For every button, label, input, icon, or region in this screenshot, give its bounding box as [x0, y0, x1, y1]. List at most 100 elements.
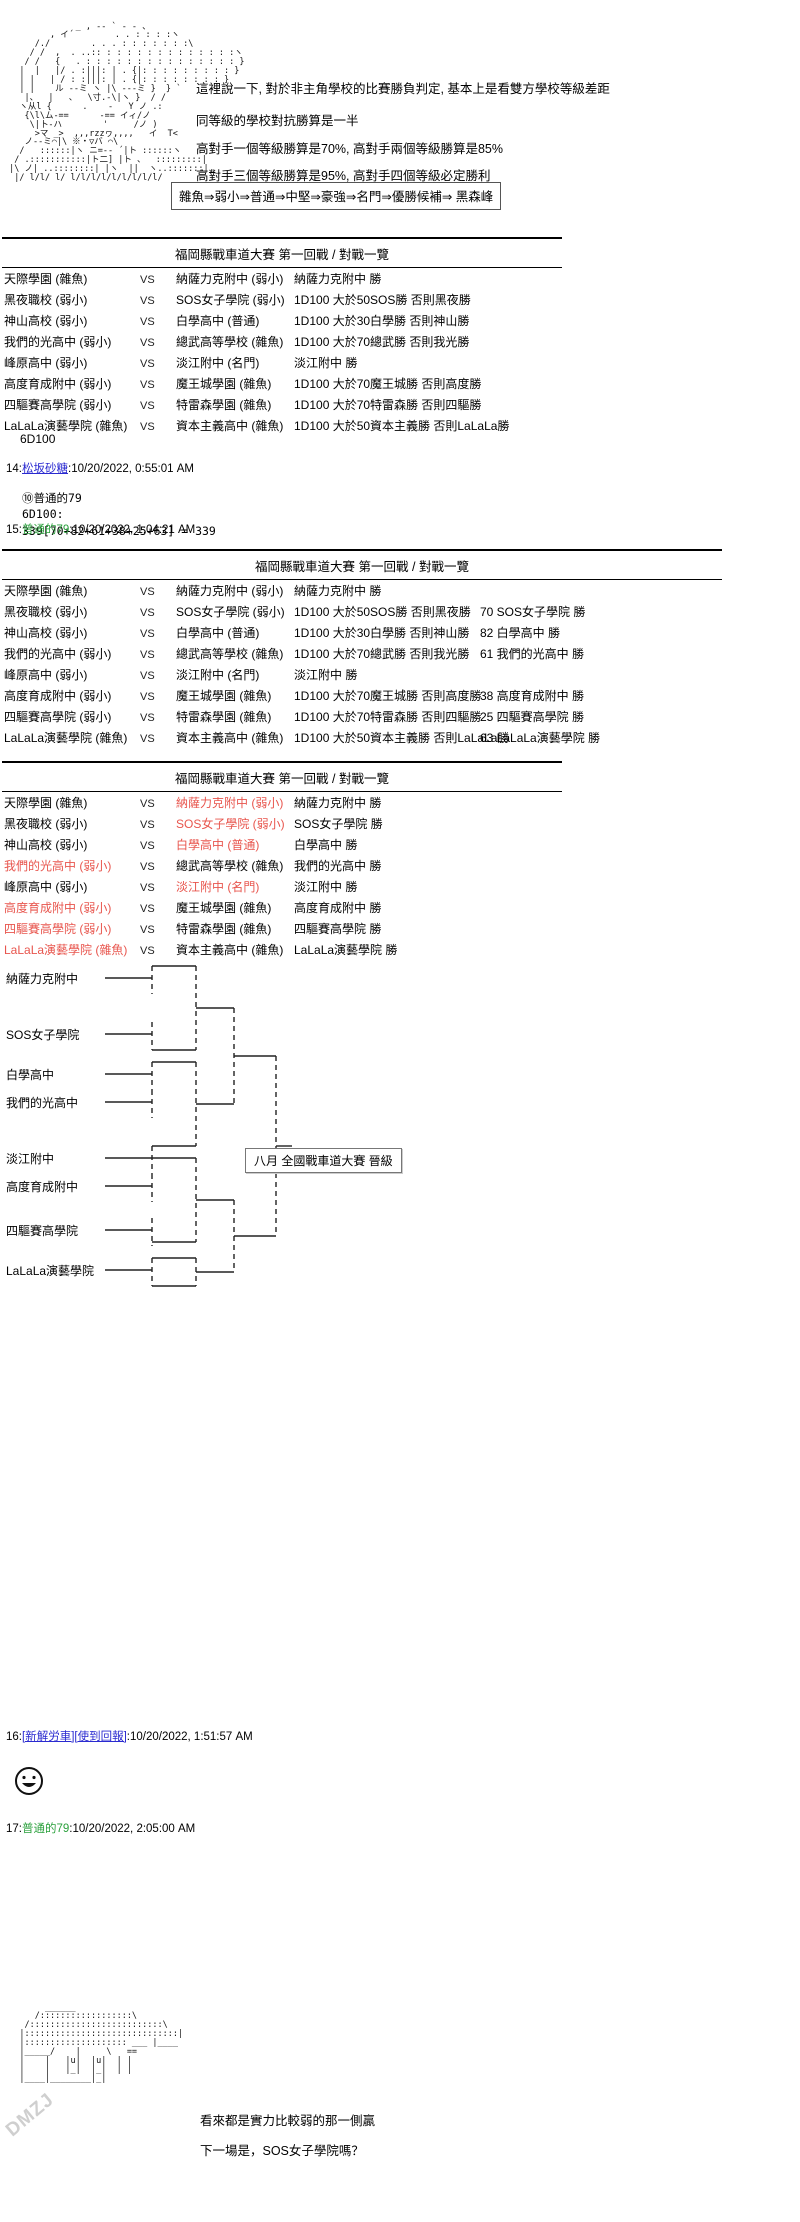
match-right-school: 資本主義高中 (雜魚): [176, 731, 284, 745]
post-header-15: 15:普通的79:10/20/2022, 1:04:21 AM: [6, 521, 195, 537]
table-row: 高度育成附中 (弱小) VS 魔王城學園 (雜魚) 1D100 大於70魔王城勝 否則…: [2, 375, 562, 396]
match-right-school: 白學高中 (普通): [176, 626, 260, 640]
match-right-school: 資本主義高中 (雜魚): [176, 419, 284, 433]
table-row: 四驅賽高學院 (弱小) VS 特雷森學園 (雜魚) 四驅賽高學院 勝: [2, 920, 562, 941]
post-header-17: 17:普通的79:10/20/2022, 2:05:00 AM: [6, 1820, 195, 1836]
match-result-text: 1D100 大於50資本主義勝 否則LaLaLa勝: [294, 731, 510, 745]
table-row: 黑夜職校 (弱小) VS SOS女子學院 (弱小) 1D100 大於50SOS勝 否則…: [2, 603, 722, 624]
table-row: 峰原高中 (弱小) VS 淡江附中 (名門) 淡江附中 勝: [2, 666, 722, 687]
match-vs-label: VS: [140, 819, 155, 831]
table-row: 我們的光高中 (弱小) VS 總武高等學校 (雜魚) 1D100 大於70總武勝 否則…: [2, 645, 722, 666]
match-left-school: 四驅賽高學院 (弱小): [4, 710, 112, 724]
match-result-text: 1D100 大於50資本主義勝 否則LaLaLa勝: [294, 419, 510, 433]
match-result-text: 1D100 大於70魔王城勝 否則高度勝: [294, 689, 482, 703]
match-left-school: 四驅賽高學院 (弱小): [4, 922, 112, 936]
table-title: 福岡縣戰車道大賽 第一回戰 / 對戰一覽: [2, 763, 562, 792]
match-vs-label: VS: [140, 295, 155, 307]
bottom-speech-line-1: 看來都是實力比較弱的那一側贏: [200, 2114, 376, 2128]
match-vs-label: VS: [140, 649, 155, 661]
match-right-school: 資本主義高中 (雜魚): [176, 943, 284, 957]
match-roll-result: 25 四驅賽高學院 勝: [480, 710, 585, 724]
post-number: 16:: [6, 1731, 22, 1743]
post-timestamp: :10/20/2022, 1:04:21 AM: [69, 524, 196, 536]
bottom-speech-line-2: 下一場是，SOS女子學院嗎？: [200, 2144, 364, 2158]
post-number: 14:: [6, 463, 22, 475]
table-top-rule: [2, 761, 562, 763]
final-advance-box: 八月 全國戰車道大賽 晉級: [245, 1148, 402, 1173]
table-row: LaLaLa演藝學院 (雜魚) VS 資本主義高中 (雜魚) LaLaLa演藝學院 勝: [2, 941, 562, 962]
table-row: 高度育成附中 (弱小) VS 魔王城學園 (雜魚) 1D100 大於70魔王城勝 否則…: [2, 687, 722, 708]
match-result-text: 淡江附中 勝: [294, 668, 358, 682]
match-right-school: SOS女子學院 (弱小): [176, 293, 285, 307]
match-left-school: 天際學園 (雜魚): [4, 796, 88, 810]
table-row: LaLaLa演藝學院 (雜魚) VS 資本主義高中 (雜魚) 1D100 大於50資本…: [2, 417, 562, 438]
match-result-text: SOS女子學院 勝: [294, 817, 383, 831]
post-timestamp: :10/20/2022, 2:05:00 AM: [69, 1823, 196, 1835]
table-row: 天際學園 (雜魚) VS 納薩力克附中 (弱小) 納薩力克附中 勝: [2, 794, 562, 815]
match-vs-label: VS: [140, 903, 155, 915]
table-row: 黑夜職校 (弱小) VS SOS女子學院 (弱小) 1D100 大於50SOS勝 否則…: [2, 291, 562, 312]
match-left-school: 神山高校 (弱小): [4, 314, 88, 328]
table-body: 天際學園 (雜魚) VS 納薩力克附中 (弱小) 納薩力克附中 勝黑夜職校 (弱小) V…: [2, 792, 562, 962]
match-roll-result: 38 高度育成附中 勝: [480, 689, 585, 703]
match-result-text: 四驅賽高學院 勝: [294, 922, 382, 936]
match-vs-label: VS: [140, 316, 155, 328]
bracket-team-label: 淡江附中: [6, 1151, 54, 1166]
match-vs-label: VS: [140, 861, 155, 873]
table-row: 峰原高中 (弱小) VS 淡江附中 (名門) 淡江附中 勝: [2, 878, 562, 899]
match-left-school: 神山高校 (弱小): [4, 838, 88, 852]
bracket-team-label: 納薩力克附中: [6, 971, 78, 986]
table-row: 四驅賽高學院 (弱小) VS 特雷森學園 (雜魚) 1D100 大於70特雷森勝 否則…: [2, 708, 722, 729]
table-row: 神山高校 (弱小) VS 白學高中 (普通) 白學高中 勝: [2, 836, 562, 857]
match-vs-label: VS: [140, 400, 155, 412]
post-author-link[interactable]: 普通的79: [22, 1823, 70, 1835]
table-title: 福岡縣戰車道大賽 第一回戰 / 對戰一覽: [2, 239, 562, 268]
match-left-school: LaLaLa演藝學院 (雜魚): [4, 419, 128, 433]
match-result-text: 1D100 大於50SOS勝 否則黑夜勝: [294, 293, 471, 307]
match-right-school: 魔王城學園 (雜魚): [176, 901, 272, 915]
match-left-school: 峰原高中 (弱小): [4, 880, 88, 894]
post-author-link[interactable]: 松坂砂糖: [22, 463, 68, 475]
match-result-text: 納薩力克附中 勝: [294, 272, 382, 286]
match-result-text: 納薩力克附中 勝: [294, 584, 382, 598]
post-author-link[interactable]: 普通的79: [22, 524, 70, 536]
table-row: 神山高校 (弱小) VS 白學高中 (普通) 1D100 大於30白學勝 否則神山勝: [2, 312, 562, 333]
match-right-school: 總武高等學校 (雜魚): [176, 335, 284, 349]
match-result-text: LaLaLa演藝學院 勝: [294, 943, 398, 957]
match-result-text: 1D100 大於70總武勝 否則我光勝: [294, 647, 470, 661]
narration-line-2: 同等級的學校對抗勝算是一半: [196, 114, 359, 128]
match-left-school: 黑夜職校 (弱小): [4, 817, 88, 831]
narration-line-1: 這裡說一下, 對於非主角學校的比賽勝負判定, 基本上是看雙方學校等級差距: [196, 82, 610, 96]
match-right-school: 白學高中 (普通): [176, 314, 260, 328]
match-left-school: 天際學園 (雜魚): [4, 584, 88, 598]
match-right-school: 總武高等學校 (雜魚): [176, 859, 284, 873]
match-left-school: 四驅賽高學院 (弱小): [4, 398, 112, 412]
ascii-art-character-top: _ , -‐ ` ‐ - 、 , イ´ . . : : : :ヽ /./ . .…: [9, 21, 245, 184]
match-right-school: 淡江附中 (名門): [176, 668, 260, 682]
match-roll-result: 61 我們的光高中 勝: [480, 647, 585, 661]
post-number: 15:: [6, 524, 22, 536]
match-vs-label: VS: [140, 882, 155, 894]
bracket-team-label: LaLaLa演藝學院: [6, 1263, 94, 1278]
match-vs-label: VS: [140, 712, 155, 724]
table-title: 福岡縣戰車道大賽 第一回戰 / 對戰一覽: [2, 551, 722, 580]
smiley-face-icon: [15, 1767, 43, 1795]
match-right-school: 魔王城學園 (雜魚): [176, 377, 272, 391]
match-left-school: 神山高校 (弱小): [4, 626, 88, 640]
match-right-school: 魔王城學園 (雜魚): [176, 689, 272, 703]
bracket-team-label: 四驅賽高學院: [6, 1223, 78, 1238]
match-vs-label: VS: [140, 628, 155, 640]
match-right-school: 納薩力克附中 (弱小): [176, 272, 284, 286]
school-rank-scale-box: 雜魚⇒弱小⇒普通⇒中堅⇒豪強⇒名門⇒優勝候補⇒ 黑森峰: [171, 182, 502, 210]
match-result-text: 1D100 大於30白學勝 否則神山勝: [294, 314, 470, 328]
match-vs-label: VS: [140, 670, 155, 682]
table-top-rule: [2, 549, 722, 551]
match-result-text: 1D100 大於50SOS勝 否則黑夜勝: [294, 605, 471, 619]
match-result-text: 白學高中 勝: [294, 838, 358, 852]
post-author-link[interactable]: [新解労車][使到回報]: [22, 1731, 127, 1743]
match-vs-label: VS: [140, 607, 155, 619]
match-roll-result: 63 LaLaLa演藝學院 勝: [480, 731, 601, 745]
match-result-text: 我們的光高中 勝: [294, 859, 382, 873]
match-vs-label: VS: [140, 274, 155, 286]
post-header-16: 16:[新解労車][使到回報]:10/20/2022, 1:51:57 AM: [6, 1728, 253, 1744]
